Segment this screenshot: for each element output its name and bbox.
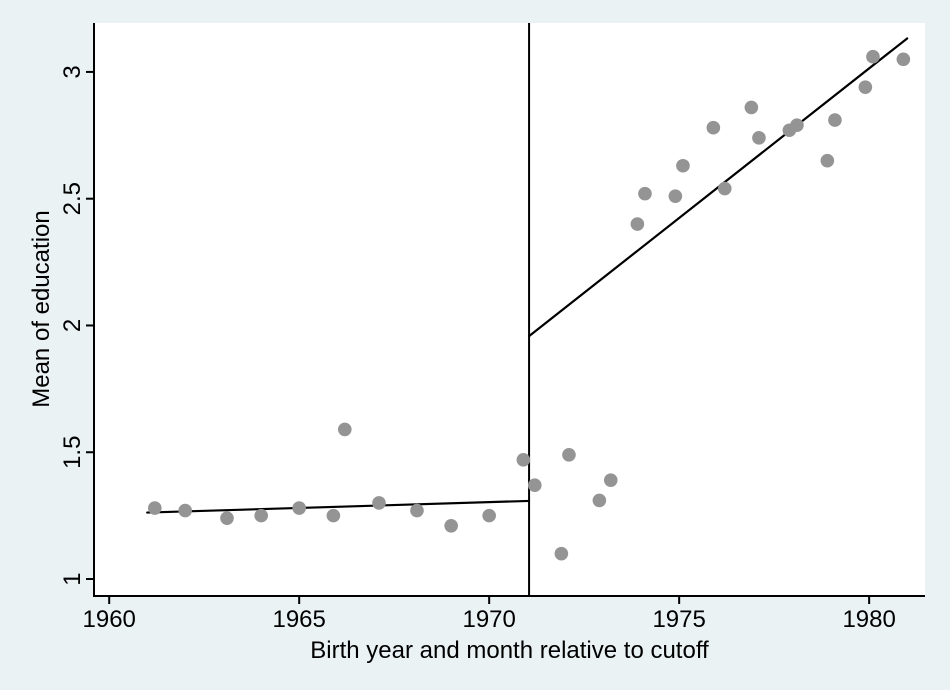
scatter-point bbox=[676, 158, 690, 173]
x-tick-label: 1975 bbox=[652, 606, 705, 633]
scatter-point bbox=[554, 546, 569, 561]
scatter-point bbox=[527, 478, 542, 493]
scatter-point bbox=[744, 100, 759, 115]
scatter-point bbox=[372, 496, 386, 510]
scatter-point bbox=[638, 186, 652, 201]
scatter-point bbox=[717, 181, 732, 196]
scatter-point bbox=[603, 473, 618, 487]
y-tick-label: 1.5 bbox=[59, 436, 86, 469]
y-tick-label: 2 bbox=[59, 319, 86, 332]
x-tick-label: 1970 bbox=[462, 606, 515, 633]
scatter-point bbox=[706, 120, 721, 135]
y-tick-label: 3 bbox=[59, 65, 86, 78]
scatter-point bbox=[254, 508, 268, 523]
scatter-point bbox=[337, 422, 352, 437]
x-axis-title: Birth year and month relative to cutoff bbox=[310, 637, 709, 664]
scatter-point bbox=[668, 189, 683, 203]
x-tick-label: 1980 bbox=[842, 606, 895, 633]
scatter-point bbox=[752, 131, 766, 145]
y-tick-label: 1 bbox=[59, 572, 86, 585]
scatter-point bbox=[562, 447, 576, 462]
scatter-point bbox=[220, 511, 234, 525]
x-tick-label: 1960 bbox=[83, 606, 136, 633]
pre-cutoff-fit-line bbox=[146, 499, 531, 514]
scatter-point bbox=[410, 503, 424, 518]
x-tick-label: 1965 bbox=[272, 606, 325, 633]
scatter-point bbox=[630, 217, 645, 231]
scatter-point bbox=[178, 503, 192, 518]
scatter-point bbox=[592, 493, 607, 508]
scatter-point bbox=[482, 508, 496, 523]
scatter-point bbox=[444, 518, 458, 533]
scatter-point bbox=[866, 49, 880, 64]
scatter-point bbox=[516, 453, 531, 467]
scatter-point bbox=[820, 153, 835, 168]
scatter-point bbox=[828, 113, 842, 127]
y-tick-label: 2.5 bbox=[59, 182, 86, 215]
scatter-point bbox=[896, 52, 911, 67]
scatter-point bbox=[326, 508, 341, 523]
scatter-point bbox=[292, 501, 306, 515]
y-axis-title: Mean of education bbox=[28, 210, 55, 408]
scatter-point bbox=[790, 118, 804, 132]
scatter-point bbox=[147, 501, 162, 515]
scatter-point bbox=[858, 80, 873, 94]
